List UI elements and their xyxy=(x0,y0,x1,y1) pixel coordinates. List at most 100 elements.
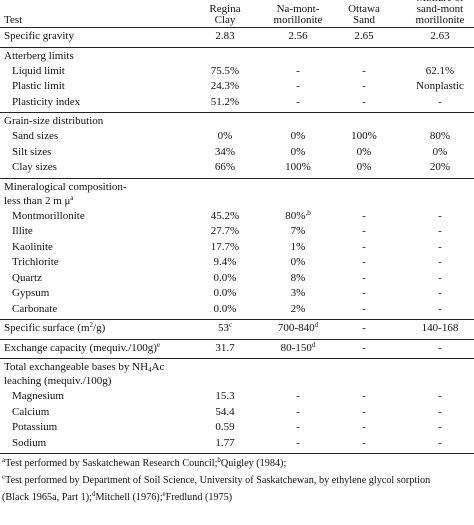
row-label: Exchange capacity (mequiv./100g)e xyxy=(4,340,161,354)
text-run: - xyxy=(438,341,442,354)
text-run: c xyxy=(2,473,6,481)
cell: 62.1% xyxy=(426,65,454,77)
text-run: Atterberg limits xyxy=(4,49,74,62)
row-label: Kaolinite xyxy=(12,241,53,253)
cell: - xyxy=(362,437,366,449)
row-label: Calcium xyxy=(12,406,49,418)
text-run: 0% xyxy=(432,145,448,158)
cell: - xyxy=(438,303,442,315)
rule-line xyxy=(0,112,474,113)
cell: 3% xyxy=(291,287,306,299)
text-run: - xyxy=(362,390,366,402)
row-label: Specific surface (m2/g) xyxy=(4,321,105,335)
cell: - xyxy=(438,421,442,433)
cell: 0% xyxy=(357,161,372,173)
cell: 80% xyxy=(430,130,450,142)
text-run: less than 2 m μ xyxy=(4,194,71,207)
row-label: Liquid limit xyxy=(12,65,65,77)
text-run: - xyxy=(438,225,442,237)
text-run: Grain-size distribution xyxy=(4,115,104,127)
text-run: Test performed by Saskatchewan Research … xyxy=(5,458,218,469)
cell: - xyxy=(362,65,366,77)
text-run: - xyxy=(296,64,300,77)
group-heading: leaching (mequiv./100g) xyxy=(4,375,111,387)
cell: 2% xyxy=(291,303,306,315)
cell: 2.63 xyxy=(430,30,449,42)
header-cell: Sand xyxy=(353,14,375,26)
cell: - xyxy=(438,406,442,418)
text-run: Silt sizes xyxy=(12,145,52,158)
footnote: cTest performed by Department of Soil Sc… xyxy=(2,473,430,487)
text-run: 9.4% xyxy=(213,256,237,268)
cell: 0% xyxy=(218,130,233,142)
text-run: Exchange capacity (mequiv./100g) xyxy=(4,341,157,354)
cell: 15.3 xyxy=(215,390,234,402)
group-heading: Grain-size distribution xyxy=(4,115,103,127)
text-run: 2 xyxy=(89,321,94,329)
text-run: Total exchangeable bases by NH xyxy=(4,361,149,373)
text-run: - xyxy=(362,80,366,92)
text-run: a xyxy=(70,193,74,202)
text-run: - xyxy=(438,209,442,222)
cell: 1.77 xyxy=(215,437,234,449)
rule-line xyxy=(0,319,474,320)
text-run: leaching (mequiv./100g) xyxy=(4,375,112,387)
text-run: - xyxy=(296,390,300,402)
rule-line xyxy=(0,358,474,359)
cell: 700-840d xyxy=(277,322,318,335)
cell: 0.0% xyxy=(214,272,237,284)
text-run: - xyxy=(362,322,366,334)
cell: 0.59 xyxy=(215,421,234,433)
cell: - xyxy=(438,241,442,253)
text-run: (Black 1965a, Part 1); xyxy=(2,492,92,503)
text-run: Gypsum xyxy=(12,287,50,299)
text-run: 54.4 xyxy=(215,405,235,418)
cell: 0% xyxy=(433,146,448,158)
cell: - xyxy=(438,390,442,402)
text-run: Quigley (1984); xyxy=(220,458,287,469)
text-run: - xyxy=(438,240,442,253)
cell: 7% xyxy=(291,225,306,237)
cell: 100% xyxy=(285,161,311,173)
header-cell: Ottawa xyxy=(348,3,380,15)
cell: 45.2% xyxy=(211,210,239,222)
group-heading: Mineralogical composition- xyxy=(4,181,127,193)
text-run: 100% xyxy=(351,130,377,142)
cell: - xyxy=(362,406,366,418)
header-cell: Na-mont- xyxy=(276,3,320,15)
text-run: Nonplastic xyxy=(416,80,464,92)
text-run: 700-840 xyxy=(277,322,315,334)
row-label: Specific gravity xyxy=(4,30,74,42)
text-run: Fredlund (1975) xyxy=(165,492,233,503)
text-run: 24.3% xyxy=(210,80,240,92)
text-run: e xyxy=(156,340,161,349)
cell: - xyxy=(296,65,300,77)
text-run: - xyxy=(296,405,300,418)
text-run: - xyxy=(362,95,366,108)
rule-line xyxy=(0,46,474,48)
text-run: Calcium xyxy=(12,405,50,418)
text-run: 3% xyxy=(290,287,306,299)
text-run: - xyxy=(362,271,366,284)
cell: - xyxy=(362,303,366,315)
text-run: Kaolinite xyxy=(12,240,53,253)
text-run: 1% xyxy=(290,240,306,253)
text-run: 8% xyxy=(290,271,306,284)
text-run: Specific gravity xyxy=(4,30,74,42)
row-label: Quartz xyxy=(12,272,42,284)
rule-line xyxy=(0,27,474,28)
text-run: Carbonate xyxy=(12,302,58,315)
text-run: 62.1% xyxy=(425,64,455,77)
cell: 80-150d xyxy=(281,341,316,354)
text-run: Potassium xyxy=(12,421,58,433)
group-heading: Atterberg limits xyxy=(4,50,74,62)
cell: - xyxy=(362,210,366,222)
cell: 0% xyxy=(291,130,306,142)
text-run: 66% xyxy=(214,161,236,173)
cell: - xyxy=(438,225,442,237)
header-cell: sand-mont xyxy=(416,3,464,15)
text-run: ,b xyxy=(305,208,311,217)
text-run: 0% xyxy=(290,256,306,268)
text-run: 17.7% xyxy=(210,240,240,253)
text-run: 0% xyxy=(356,145,372,158)
